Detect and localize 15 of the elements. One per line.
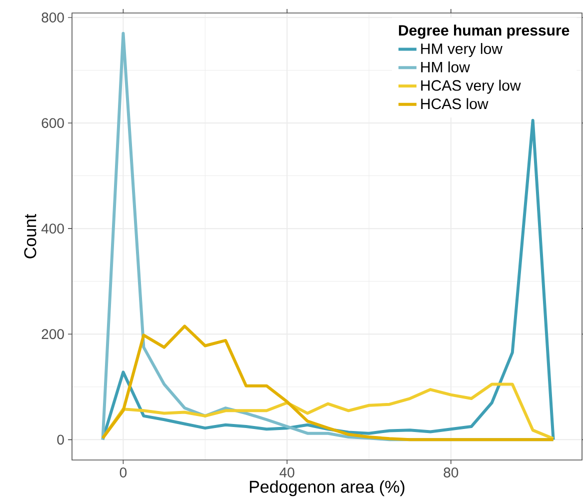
legend-label: HM low	[421, 61, 470, 72]
y-tick-label: 200	[42, 329, 64, 340]
legend-label: HCAS very low	[421, 80, 521, 94]
legend-label: HCAS low	[421, 98, 488, 110]
y-tick-label: 600	[42, 118, 64, 128]
legend-title: Degree human pressure	[398, 24, 570, 39]
x-tick-label: 40	[280, 468, 294, 478]
y-axis-title: Count	[24, 214, 36, 258]
legend-label: HM very low	[421, 43, 502, 58]
x-axis-title: Pedogenon area (%)	[250, 480, 404, 496]
y-tick-label: 800	[42, 12, 64, 22]
y-tick-label: 0	[57, 434, 64, 445]
x-tick-label: 80	[444, 468, 458, 478]
y-tick-label: 400	[41, 224, 64, 234]
x-tick-label: 0	[120, 468, 127, 478]
